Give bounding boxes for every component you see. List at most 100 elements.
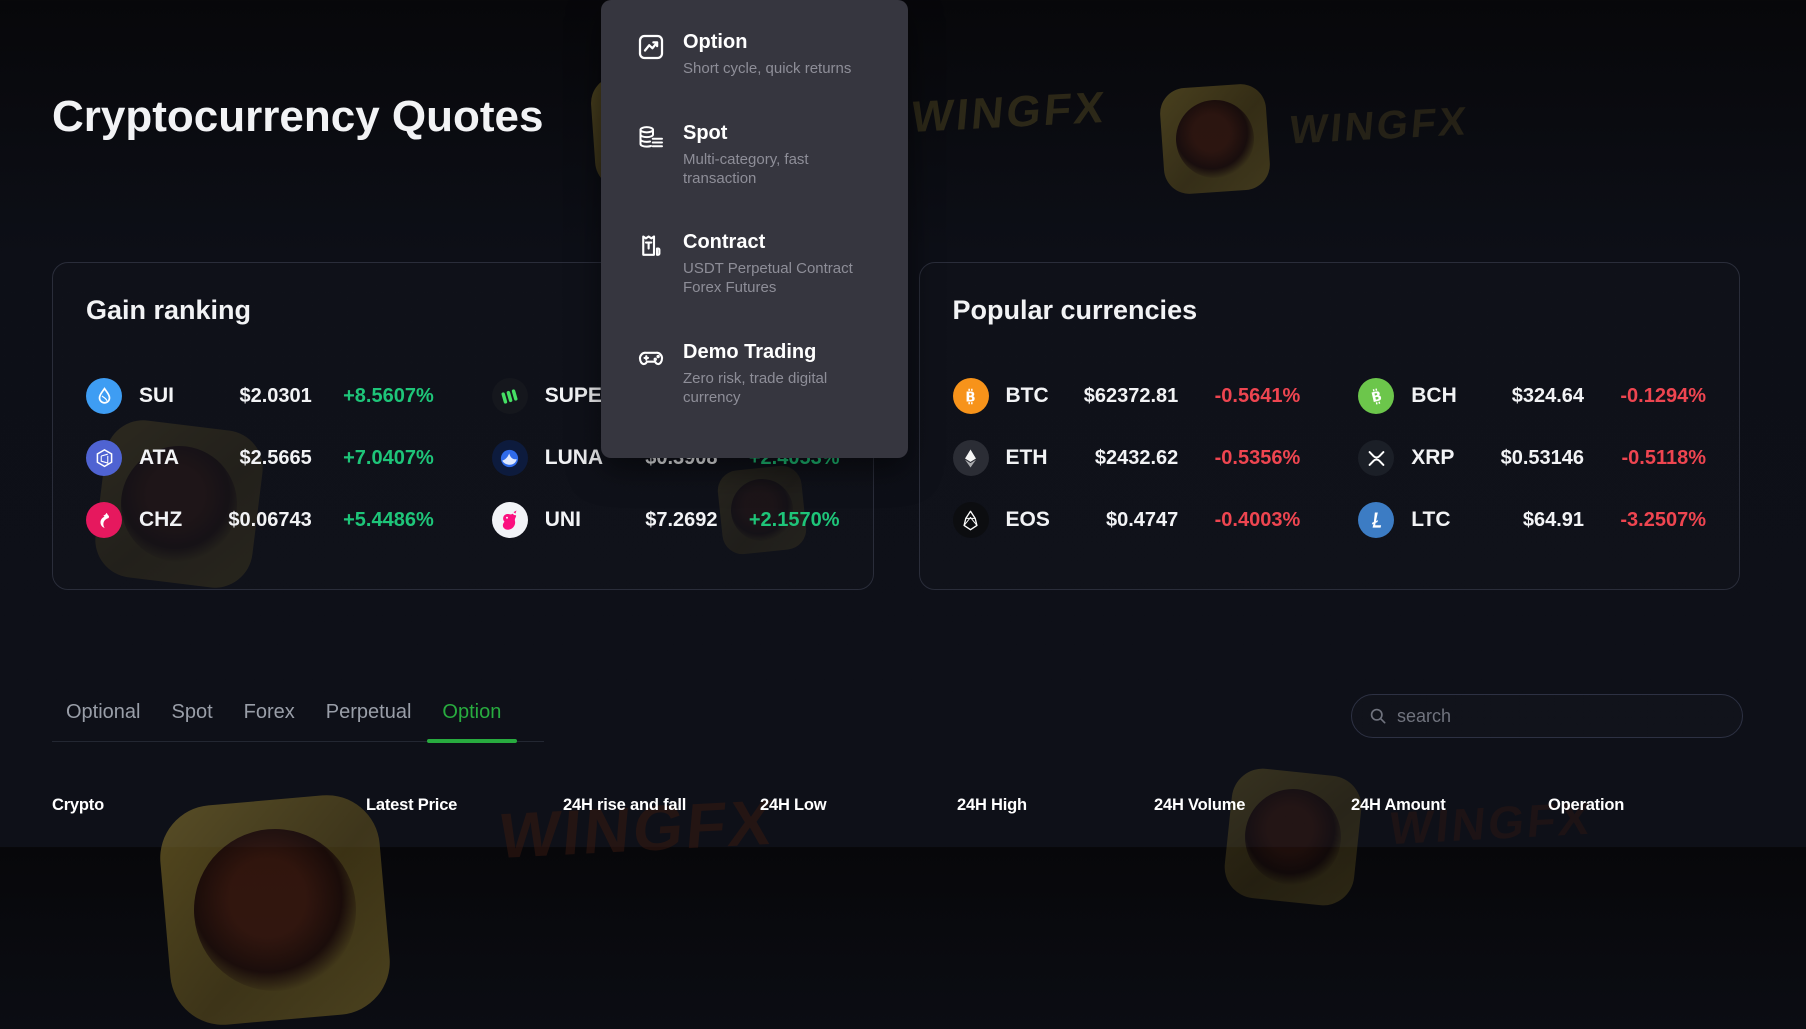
gain-row[interactable]: UNI $7.2692 +2.1570% [491,502,840,538]
coin-symbol: ATA [139,446,180,469]
eos-icon [952,502,989,538]
tab[interactable]: Optional [66,701,141,723]
coin-symbol: XRP [1411,446,1455,469]
popular-currencies-card: Popular currencies B BTC $62372.81 -0.56… [918,262,1740,590]
bch-icon: B [1358,378,1395,414]
table-header-cell: 24H Amount [1351,796,1446,814]
chz-icon [86,502,122,538]
coin-change: -0.5356% [1214,446,1301,469]
luna-icon [491,440,528,476]
search-box [1351,694,1743,738]
table-header-cell: Latest Price [366,796,458,814]
coin-change: +8.5607% [343,384,434,407]
coin-price: $2432.62 [1094,446,1179,469]
table-header-cell: Crypto [52,796,104,814]
currency-row[interactable]: LTC $64.91 -3.2507% [1358,502,1706,538]
coin-symbol: CHZ [139,508,183,531]
coin-price: $0.4747 [1105,508,1179,531]
dropdown-menu-item[interactable]: Demo Trading Zero risk, trade digital cu… [636,340,908,408]
menu-item-title: Option [683,31,748,53]
currency-row[interactable]: EOS $0.4747 -0.4003% [952,502,1301,538]
menu-item-title: Contract [683,231,766,254]
coin-price: $62372.81 [1083,384,1179,407]
coin-change: +7.0407% [343,446,434,469]
option-chart-icon [636,32,666,62]
coin-symbol: UNI [544,508,581,531]
menu-item-description: Short cycle, quick returns [683,60,852,77]
coin-change: -3.2507% [1620,508,1706,531]
coin-change: +5.4486% [343,508,434,531]
gain-row[interactable]: CHZ $0.06743 +5.4486% [86,502,434,538]
coin-price: $2.5665 [239,446,312,469]
search-icon [1370,708,1386,724]
dropdown-menu-item[interactable]: Option Short cycle, quick returns [636,30,908,79]
gain-ranking-left-column: SUI $2.0301 +8.5607% ATA $2.5665 +7.0407… [86,378,434,538]
coin-symbol: LTC [1411,508,1451,531]
market-tabs: Optional Spot Forex Perpetual Option [52,701,544,742]
tab[interactable]: Perpetual [325,701,412,723]
dropdown-menu-item[interactable]: Contract USDT Perpetual Contract Forex F… [636,230,908,298]
menu-item-description: USDT Perpetual Contract Forex Futures [683,260,853,296]
gain-row[interactable]: SUPE [491,378,840,414]
gain-row[interactable]: SUI $2.0301 +8.5607% [86,378,434,414]
tab[interactable]: Option [442,701,501,741]
svg-text:B: B [965,390,975,405]
currency-row[interactable]: B BCH $324.64 -0.1294% [1358,378,1706,414]
page-title: Cryptocurrency Quotes [52,92,544,141]
brand-watermark [1221,765,1365,909]
coin-price: $0.06743 [228,508,312,531]
coin-symbol: BTC [1005,384,1049,407]
coin-change: +2.1570% [748,508,840,531]
gain-row[interactable]: ATA $2.5665 +7.0407% [86,440,434,476]
coin-change: -0.1294% [1620,384,1706,407]
quotes-table-header: Crypto Latest Price 24H rise and fall 24H L… [52,796,1754,815]
sui-icon [86,378,122,414]
dropdown-menu-item[interactable]: Spot Multi-category, fast transaction [636,121,908,189]
table-header-cell: 24H Low [760,796,827,814]
brand-watermark-text: WINGFX [1287,99,1471,153]
eth-icon [952,440,989,476]
tab[interactable]: Forex [243,701,295,723]
currency-row[interactable]: B BTC $62372.81 -0.5641% [952,378,1301,414]
menu-item-title: Demo Trading [683,340,817,363]
popular-right-column: B BCH $324.64 -0.1294% XRP $0.53146 -0.5… [1358,378,1706,538]
coin-symbol: SUI [139,384,175,407]
xrp-icon [1358,440,1395,476]
coin-symbol: ETH [1005,446,1048,469]
popular-left-column: B BTC $62372.81 -0.5641% ETH $2432.62 -0… [952,378,1301,538]
ata-icon [86,440,122,476]
table-header-cell: 24H High [957,796,1027,814]
products-dropdown-menu: Option Short cycle, quick returns Spot M… [601,0,908,458]
menu-item-title: Spot [683,121,728,144]
coin-symbol: EOS [1005,508,1050,531]
demo-gamepad-icon [636,342,666,372]
coin-symbol: SUPE [544,384,602,407]
table-header-cell: 24H Volume [1154,796,1246,814]
contract-usdt-icon [636,232,666,262]
coin-change: -0.5118% [1621,446,1706,469]
menu-item-description: Zero risk, trade digital currency [683,369,828,406]
tab[interactable]: Spot [171,701,213,723]
supe-icon [491,378,528,414]
popular-currencies-title: Popular currencies [952,295,1198,325]
search-input[interactable] [1395,704,1726,728]
currency-row[interactable]: XRP $0.53146 -0.5118% [1358,440,1706,476]
coin-change: -0.5641% [1214,384,1301,407]
brand-watermark [155,790,395,1029]
brand-watermark [1158,82,1272,196]
coin-price: $2.0301 [239,384,312,407]
coin-symbol: BCH [1411,384,1457,407]
gain-ranking-title: Gain ranking [86,295,252,325]
currency-row[interactable]: ETH $2432.62 -0.5356% [952,440,1301,476]
btc-icon: B [952,378,989,414]
spot-coins-icon [636,123,666,153]
table-header-cell: Operation [1548,796,1625,814]
menu-item-description: Multi-category, fast transaction [683,150,809,187]
table-header-cell: 24H rise and fall [563,796,687,814]
svg-text:B: B [1370,389,1383,406]
coin-change: -0.4003% [1214,508,1301,531]
coin-price: $0.53146 [1500,446,1584,469]
coin-price: $324.64 [1511,384,1584,407]
brand-watermark-text: WINGFX [909,82,1109,143]
uni-icon [491,502,528,538]
